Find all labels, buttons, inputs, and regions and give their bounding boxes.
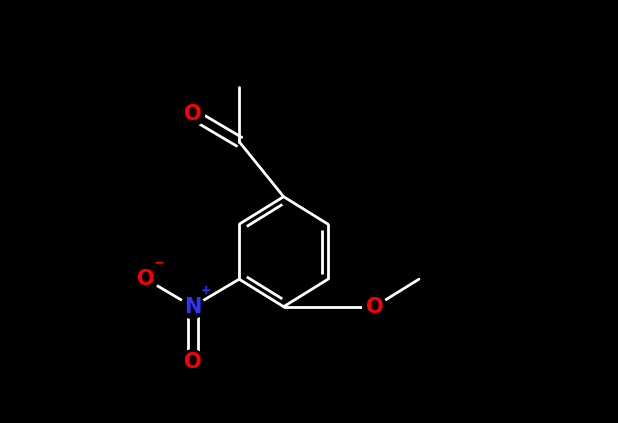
Circle shape (181, 295, 205, 319)
Text: O: O (137, 269, 155, 289)
Circle shape (363, 295, 386, 319)
Text: −: − (154, 257, 164, 270)
Text: O: O (184, 104, 201, 124)
Circle shape (181, 350, 205, 374)
Text: O: O (366, 297, 383, 317)
Circle shape (134, 267, 158, 291)
Circle shape (181, 102, 205, 126)
Text: +: + (200, 284, 211, 297)
Text: O: O (184, 352, 201, 372)
Text: N: N (184, 297, 201, 317)
